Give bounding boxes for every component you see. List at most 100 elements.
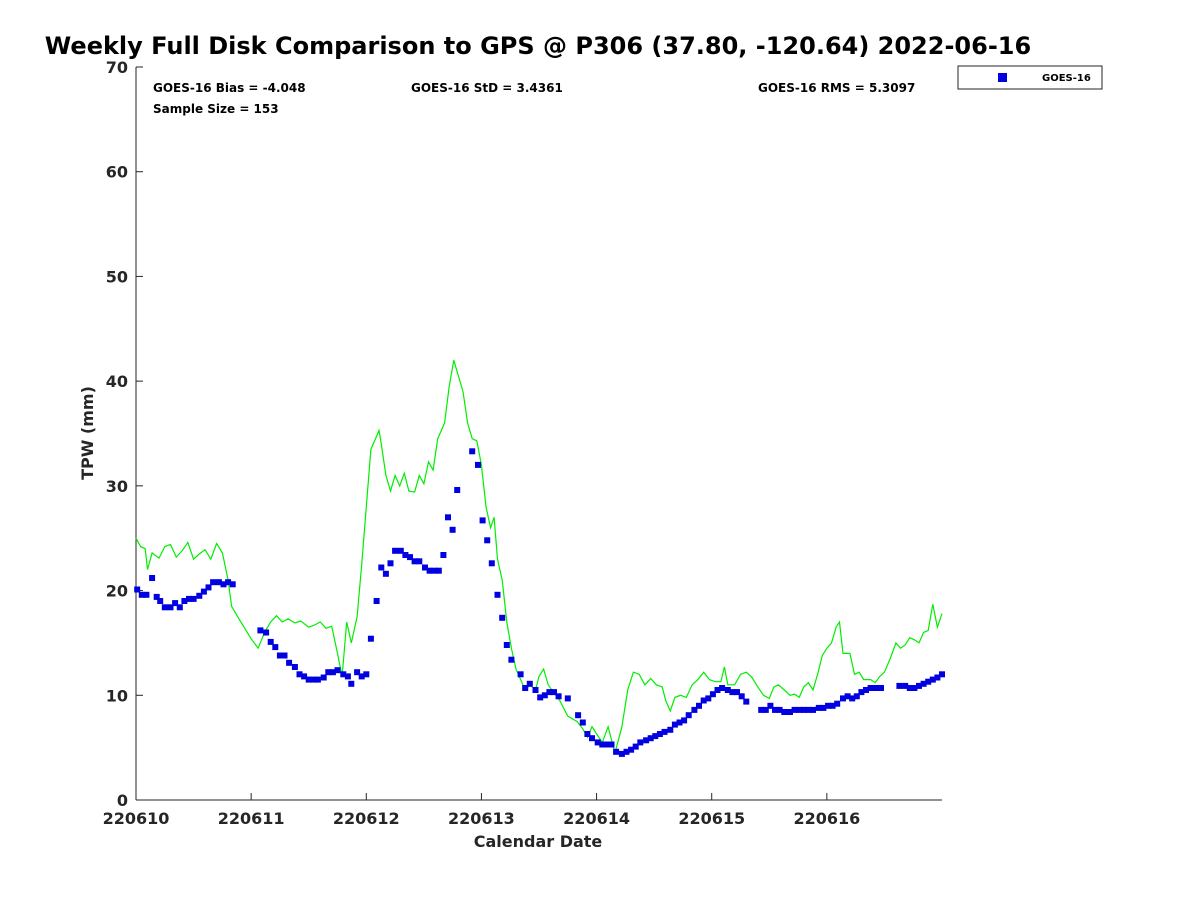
goes16-point (397, 547, 404, 554)
legend-marker-goes16 (998, 73, 1007, 82)
goes16-point (743, 698, 750, 705)
goes16-point (867, 685, 874, 691)
goes16-point (810, 706, 816, 713)
goes16-point (724, 687, 731, 693)
goes16-point (916, 682, 922, 689)
goes16-point (618, 750, 625, 757)
goes16-point (522, 685, 529, 691)
goes16-point (661, 728, 668, 735)
goes16-point (579, 719, 586, 726)
goes16-point (734, 689, 740, 696)
goes16-point (575, 712, 582, 719)
goes16-point (805, 706, 812, 713)
goes16-point (392, 547, 399, 554)
goes16-point (628, 746, 635, 753)
goes16-point (314, 676, 321, 683)
goes16-point (564, 695, 571, 702)
goes16-point (599, 741, 606, 748)
goes16-point (647, 735, 654, 742)
goes16-point (551, 689, 557, 696)
goes16-point (584, 731, 591, 737)
goes16-point (435, 567, 442, 574)
goes16-point (494, 591, 501, 598)
goes16-point (229, 581, 236, 588)
goes16-point (411, 558, 418, 565)
goes16-point (705, 695, 712, 702)
goes16-point (939, 671, 945, 678)
goes16-point (484, 537, 491, 544)
goes16-point (488, 560, 495, 567)
goes16-point (225, 579, 232, 586)
goes16-point (613, 748, 620, 755)
goes16-point (840, 695, 846, 702)
goes16-point (844, 693, 851, 700)
goes16-point (205, 584, 212, 591)
goes16-point (340, 671, 347, 678)
goes16-point (134, 586, 141, 593)
goes16-point (517, 671, 524, 678)
goes16-point (272, 644, 279, 651)
goes16-point (508, 656, 515, 663)
goes16-point (878, 685, 884, 691)
goes16-point (373, 598, 380, 604)
gps-line (135, 360, 943, 756)
goes16-point (920, 680, 927, 687)
goes16-point (503, 642, 510, 648)
goes-series (134, 448, 945, 757)
goes16-point (781, 709, 788, 715)
goes16-point (475, 461, 481, 468)
goes16-point (329, 669, 336, 676)
goes16-point (796, 706, 803, 713)
goes16-point (608, 741, 615, 748)
y-tick-label: 70 (106, 58, 128, 77)
goes16-point (281, 652, 288, 659)
goes16-point (378, 564, 385, 571)
goes16-point (161, 604, 168, 611)
goes16-point (643, 737, 650, 744)
goes16-point (310, 676, 317, 683)
goes16-point (681, 717, 688, 724)
x-tick-label: 220616 (793, 809, 860, 828)
goes16-point (863, 687, 869, 693)
goes16-point (719, 685, 726, 691)
x-tick-label: 220613 (448, 809, 515, 828)
goes16-point (815, 704, 822, 711)
goes16-point (829, 702, 836, 709)
goes16-point (676, 719, 683, 726)
goes16-point (656, 731, 663, 737)
legend-label-goes16: GOES-16 (1042, 73, 1091, 84)
goes16-point (767, 702, 774, 709)
goes16-point (700, 697, 707, 704)
goes16-point (546, 689, 553, 696)
goes16-point (758, 706, 765, 713)
goes16-point (787, 709, 793, 715)
goes16-point (709, 691, 716, 698)
goes16-point (934, 674, 941, 681)
goes16-point (873, 685, 880, 691)
goes16-point (334, 667, 341, 674)
goes16-point (469, 448, 476, 455)
goes16-point (532, 687, 539, 693)
plot-area (135, 67, 942, 801)
goes16-point (267, 638, 274, 645)
goes16-point (696, 702, 702, 709)
goes16-point (896, 682, 903, 689)
goes16-point (499, 614, 506, 621)
goes16-point (431, 567, 438, 574)
goes16-point (791, 706, 798, 713)
goes16-point (440, 552, 447, 558)
goes16-point (589, 735, 595, 742)
goes16-point (416, 558, 423, 565)
goes16-point (526, 680, 533, 687)
goes16-point (911, 685, 918, 691)
goes16-point (479, 517, 486, 524)
goes16-point (929, 676, 936, 683)
goes16-point (200, 588, 207, 595)
goes16-point (344, 673, 351, 680)
y-tick-label: 10 (106, 686, 128, 705)
goes16-point (902, 682, 909, 689)
goes16-point (215, 579, 222, 586)
goes16-point (382, 570, 389, 577)
goes16-point (354, 669, 361, 676)
goes16-point (800, 706, 807, 713)
